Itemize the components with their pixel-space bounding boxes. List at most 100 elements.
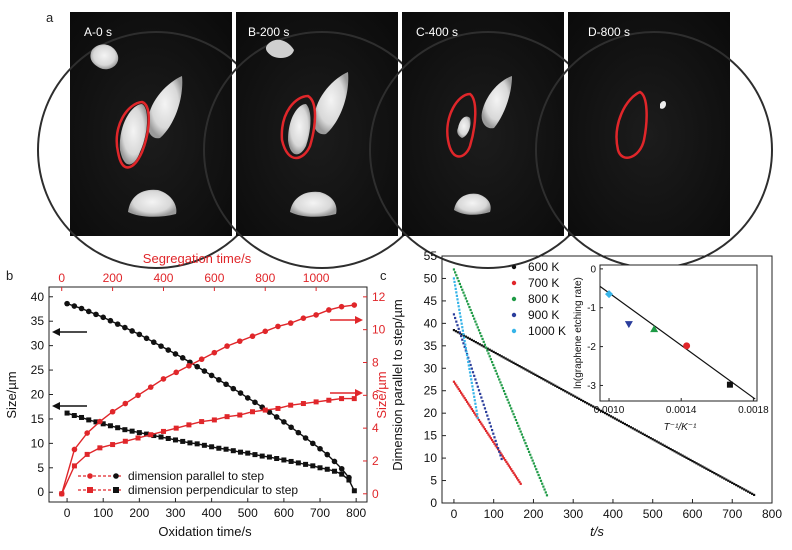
c-data-point bbox=[494, 351, 497, 355]
arrow-right-lower-head bbox=[355, 389, 363, 397]
b-top-tick-label: 600 bbox=[204, 271, 224, 285]
c-data-point bbox=[482, 426, 485, 429]
c-y-tick-label: 55 bbox=[424, 249, 438, 263]
c-y-tick-label: 30 bbox=[424, 361, 438, 375]
c-data-point bbox=[468, 371, 472, 374]
c-data-point bbox=[471, 409, 475, 413]
c-data-point bbox=[479, 332, 482, 335]
b-data-point bbox=[109, 408, 116, 415]
c-data-point bbox=[454, 287, 457, 290]
c-data-point bbox=[713, 471, 716, 475]
b-data-point bbox=[326, 397, 332, 403]
b-data-point bbox=[71, 303, 78, 309]
c-data-point bbox=[508, 404, 512, 407]
c-data-point bbox=[479, 392, 482, 396]
c-legend-marker bbox=[511, 328, 517, 334]
c-data-point bbox=[476, 326, 479, 329]
c-data-point bbox=[473, 317, 476, 320]
c-data-point bbox=[514, 362, 517, 366]
c-data-point bbox=[494, 369, 497, 372]
b-data-point bbox=[295, 460, 301, 466]
b-data-point bbox=[288, 402, 294, 408]
c-data-point bbox=[464, 335, 467, 338]
b-data-point bbox=[224, 343, 230, 349]
panel-label-b: b bbox=[6, 268, 13, 283]
b-data-point bbox=[230, 448, 236, 454]
b-data-point bbox=[136, 430, 142, 436]
b-data-point bbox=[313, 399, 319, 405]
b-data-point bbox=[324, 451, 331, 458]
c-data-point bbox=[482, 345, 485, 348]
c-data-point bbox=[523, 439, 526, 442]
c-x-tick-label: 0 bbox=[451, 507, 458, 521]
c-data-point bbox=[490, 428, 494, 432]
b-data-point bbox=[148, 432, 154, 438]
b-data-point bbox=[199, 419, 205, 425]
c-data-point bbox=[591, 405, 595, 408]
c-data-point bbox=[517, 424, 520, 427]
c-data-point bbox=[653, 439, 656, 442]
c-data-point bbox=[454, 330, 458, 333]
c-data-point bbox=[454, 271, 457, 274]
c-data-point bbox=[753, 493, 756, 497]
c-data-point bbox=[524, 368, 527, 371]
c-data-point bbox=[697, 463, 700, 466]
c-data-point bbox=[469, 308, 472, 312]
c-data-point bbox=[719, 475, 722, 478]
b-data-point bbox=[209, 444, 215, 450]
chart-b-top-ticks: 0 200 400 600 800 1000 bbox=[58, 271, 330, 291]
c-data-point bbox=[536, 374, 539, 378]
c-data-point bbox=[641, 432, 644, 435]
c-data-point bbox=[488, 421, 491, 424]
c-data-point bbox=[507, 464, 510, 467]
b-data-point bbox=[71, 446, 78, 453]
c-data-point bbox=[659, 442, 662, 445]
b-data-point bbox=[84, 451, 90, 457]
c-data-point bbox=[485, 346, 488, 349]
c-data-point bbox=[580, 398, 583, 402]
b-data-point bbox=[262, 328, 269, 335]
c-data-point bbox=[516, 421, 519, 425]
b-data-point bbox=[151, 433, 157, 439]
c-data-point bbox=[747, 490, 750, 493]
c-data-point bbox=[458, 282, 461, 286]
c-data-point bbox=[475, 323, 478, 326]
c-data-point bbox=[655, 440, 658, 443]
c-data-point bbox=[473, 411, 476, 414]
c-data-point bbox=[603, 411, 607, 415]
b-data-point bbox=[250, 409, 256, 415]
c-data-point bbox=[487, 418, 490, 421]
b-data-point bbox=[84, 430, 90, 436]
c-data-point bbox=[511, 469, 514, 473]
c-data-point bbox=[467, 402, 470, 405]
c-data-point bbox=[464, 343, 467, 346]
c-data-point bbox=[471, 388, 475, 391]
b-data-point bbox=[122, 400, 129, 407]
c-data-point bbox=[535, 468, 538, 471]
b-data-point bbox=[216, 377, 222, 383]
c-data-point bbox=[471, 371, 475, 374]
b-data-point bbox=[160, 376, 167, 382]
c-data-point bbox=[472, 392, 475, 395]
c-data-point bbox=[468, 337, 471, 340]
micrograph-b: B-200 s bbox=[203, 12, 441, 269]
c-data-point bbox=[619, 420, 623, 423]
c-data-point bbox=[717, 474, 720, 477]
c-data-point bbox=[512, 361, 515, 364]
inset-y-tick-label: -3 bbox=[587, 381, 596, 392]
b-data-point bbox=[78, 305, 85, 312]
c-data-point bbox=[480, 334, 483, 338]
c-data-point bbox=[635, 429, 638, 432]
b-data-point bbox=[93, 419, 99, 425]
inset-points bbox=[599, 285, 756, 400]
inset-x-tick-label: 0.0014 bbox=[666, 405, 697, 416]
c-data-point bbox=[461, 338, 464, 341]
c-data-point bbox=[707, 468, 710, 471]
c-data-point bbox=[526, 447, 529, 451]
inset-y-tick-label: -1 bbox=[587, 303, 596, 314]
b-data-point bbox=[281, 457, 287, 463]
b-data-point bbox=[115, 425, 121, 431]
c-data-point bbox=[476, 342, 479, 345]
c-data-point bbox=[504, 392, 507, 396]
chart-b-y-ticks: 0 5 10 15 20 25 30 35 40 bbox=[31, 290, 53, 499]
